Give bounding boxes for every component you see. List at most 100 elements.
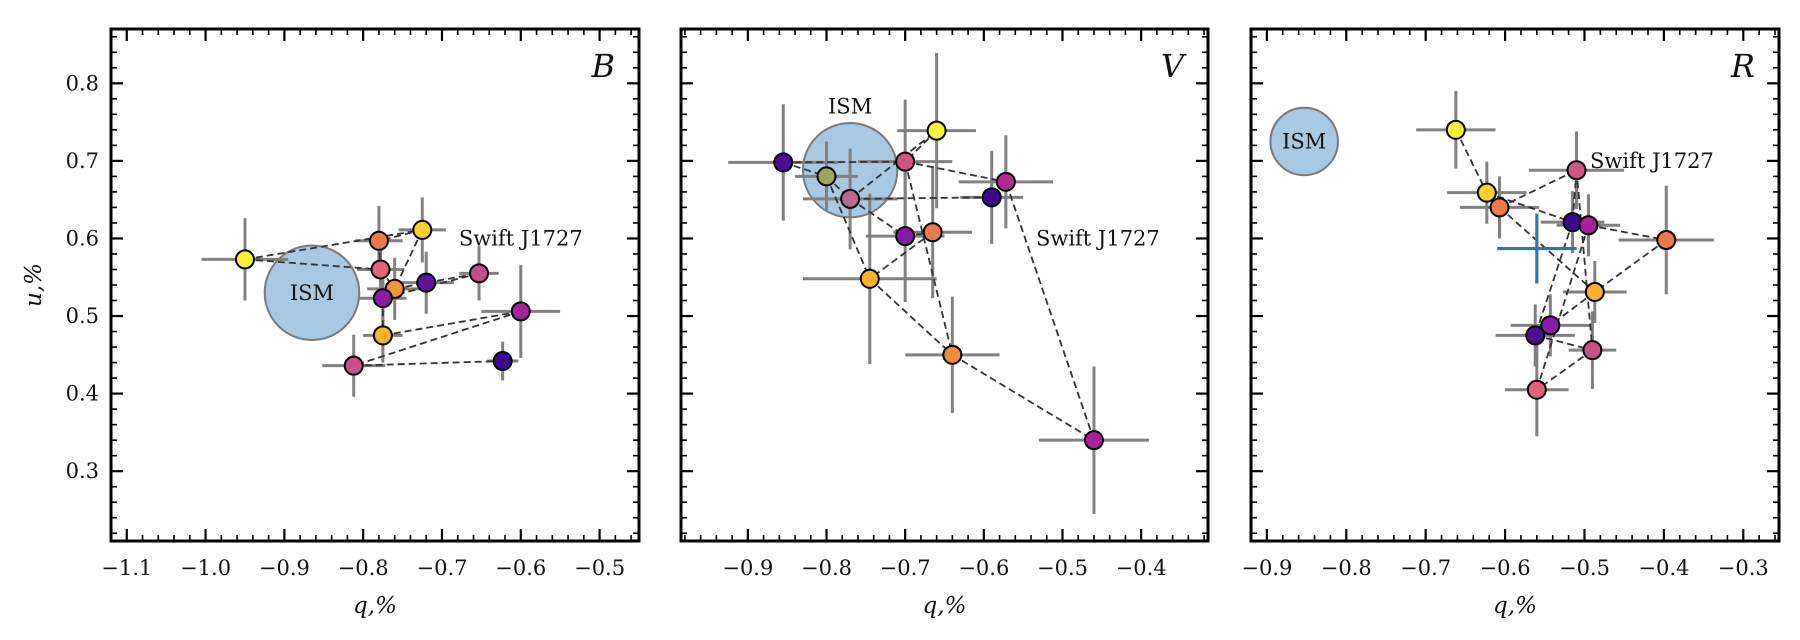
x-tick-label: −0.8 [1321,556,1372,580]
x-tick-label: −0.7 [880,556,931,580]
connector-line [244,258,381,271]
y-tick-label: 0.4 [66,382,99,406]
connector-line [869,231,934,280]
ism-label: ISM [828,95,872,119]
data-point [372,325,393,346]
x-tick-label: −0.7 [1400,556,1451,580]
data-point [995,171,1016,192]
x-tick-label: −0.6 [958,556,1009,580]
x-tick-label: −0.5 [1037,556,1088,580]
data-point [926,120,947,141]
data-point [492,351,513,372]
data-point [1540,315,1561,336]
y-tick-label: 0.8 [66,71,99,95]
data-point [816,166,837,187]
x-axis-label: q,% [353,593,397,619]
x-tick-label: −0.5 [1559,556,1610,580]
ism-circle [263,244,361,342]
data-point [1445,119,1466,140]
x-tick-label: −0.6 [1480,556,1531,580]
data-point [1656,230,1677,251]
major-ticks [681,29,1208,541]
data-points [773,120,1104,451]
connector-line [382,310,521,337]
data-point [1083,430,1104,451]
connector-line [1575,170,1594,351]
connector-lines [782,129,1095,441]
band-label: B [590,47,615,85]
data-point [412,219,433,240]
connector-line [904,161,954,356]
x-tick-label: −0.5 [574,556,625,580]
data-point [416,272,437,293]
connector-line [1005,181,1095,441]
error-bars [1416,91,1714,437]
data-point [1566,160,1587,181]
minor-ticks [1250,29,1779,541]
panel-frame [109,27,641,543]
ism-label: ISM [290,281,334,305]
x-tick-label: −0.9 [722,556,773,580]
data-points [234,219,531,376]
x-tick-label: −0.3 [1718,556,1769,580]
data-point [1489,197,1510,218]
connector-line [849,129,938,200]
panel-v-band: −0.9 −0.8 −0.7 −0.6 −0.5 −0.4 q,% ISM Swift J172… [679,27,1210,619]
x-tick-label: −1.1 [101,556,152,580]
y-tick-label: 0.7 [66,149,99,173]
x-tick-label: −0.8 [338,556,389,580]
data-point [859,268,880,289]
y-tick-label: 0.3 [66,459,99,483]
data-point [469,263,490,284]
band-label: R [1730,47,1755,85]
connector-line [850,196,992,200]
panel-frame [1249,27,1781,543]
x-tick-label: −0.9 [1241,556,1292,580]
band-label: V [1161,47,1187,85]
data-point [234,249,255,270]
data-point [840,188,861,209]
data-point [368,230,389,251]
data-point [1526,379,1547,400]
y-axis-label: u,% [21,263,47,307]
connector-line [904,160,1007,183]
major-ticks [111,29,639,541]
panel-frame [679,27,1210,543]
data-point [510,301,531,322]
data-point [981,187,1002,208]
data-point [942,344,963,365]
data-point [773,152,794,173]
mean-marker [1497,213,1577,284]
ism-circle [1269,106,1339,177]
connector-line [1534,221,1574,336]
x-tick-label: −0.8 [801,556,852,580]
minor-ticks [110,29,639,541]
connector-line [783,160,906,164]
panel-b-band: −1.1 −1.0 −0.9 −0.8 −0.7 −0.6 −0.5 0.3 0.4 0.5 0.6… [21,27,641,619]
data-point [1562,212,1583,233]
connector-line [353,360,503,367]
data-point [370,259,391,280]
major-ticks [1251,29,1779,541]
connector-line [1588,224,1667,241]
data-point [1476,182,1497,203]
connector-line [1594,239,1667,293]
ism-label: ISM [1282,129,1326,153]
connector-line [951,354,1095,441]
data-point [1582,340,1603,361]
x-axis-label: q,% [1493,593,1537,619]
panel-r-band: −0.9 −0.8 −0.7 −0.6 −0.5 −0.4 −0.3q,%ISMSwift … [1241,27,1781,619]
y-tick-label: 0.5 [66,304,99,328]
data-point [343,355,364,376]
connector-line [869,278,953,356]
data-point [895,226,916,247]
connector-line [1535,224,1590,390]
data-points [1445,119,1677,400]
connector-line [1536,349,1593,391]
connector-line [353,310,522,367]
connector-line [1571,170,1578,223]
x-tick-label: −0.4 [1638,556,1689,580]
x-tick-label: −0.6 [495,556,546,580]
connector-line [825,176,871,280]
